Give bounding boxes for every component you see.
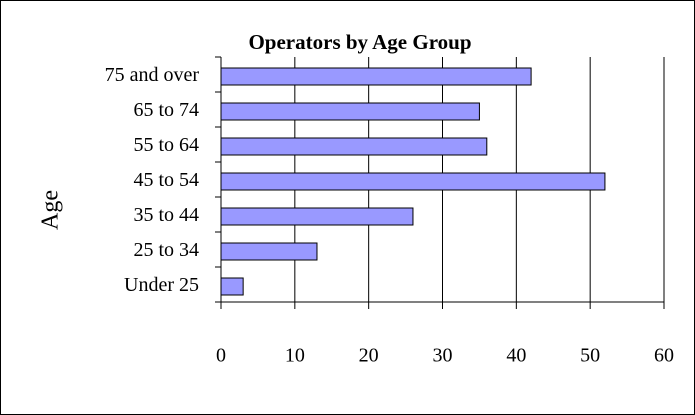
x-tick-label: 60 [654, 345, 674, 367]
x-tick-label: 40 [506, 345, 526, 367]
y-tick-label: 45 to 54 [133, 169, 199, 191]
x-tick-label: 10 [285, 345, 305, 367]
bar [220, 102, 480, 121]
bar [220, 242, 318, 261]
x-tick-label: 50 [580, 345, 600, 367]
bar [220, 172, 606, 191]
y-tick-label: 75 and over [105, 64, 200, 86]
x-tick-label: 20 [359, 345, 379, 367]
y-tick-label: Under 25 [124, 274, 199, 296]
chart-title: Operators by Age Group [248, 30, 471, 54]
bar [220, 207, 414, 226]
y-tick-label: 25 to 34 [133, 239, 199, 261]
y-tick-label: 35 to 44 [133, 204, 199, 226]
y-tick-label: 65 to 74 [133, 99, 199, 121]
bar [220, 277, 244, 296]
y-tick-label: 55 to 64 [133, 134, 199, 156]
y-axis-title: Age [38, 190, 64, 230]
x-tick-label: 0 [216, 345, 226, 367]
bar [220, 67, 532, 86]
x-tick-label: 30 [433, 345, 453, 367]
bar [220, 137, 488, 156]
